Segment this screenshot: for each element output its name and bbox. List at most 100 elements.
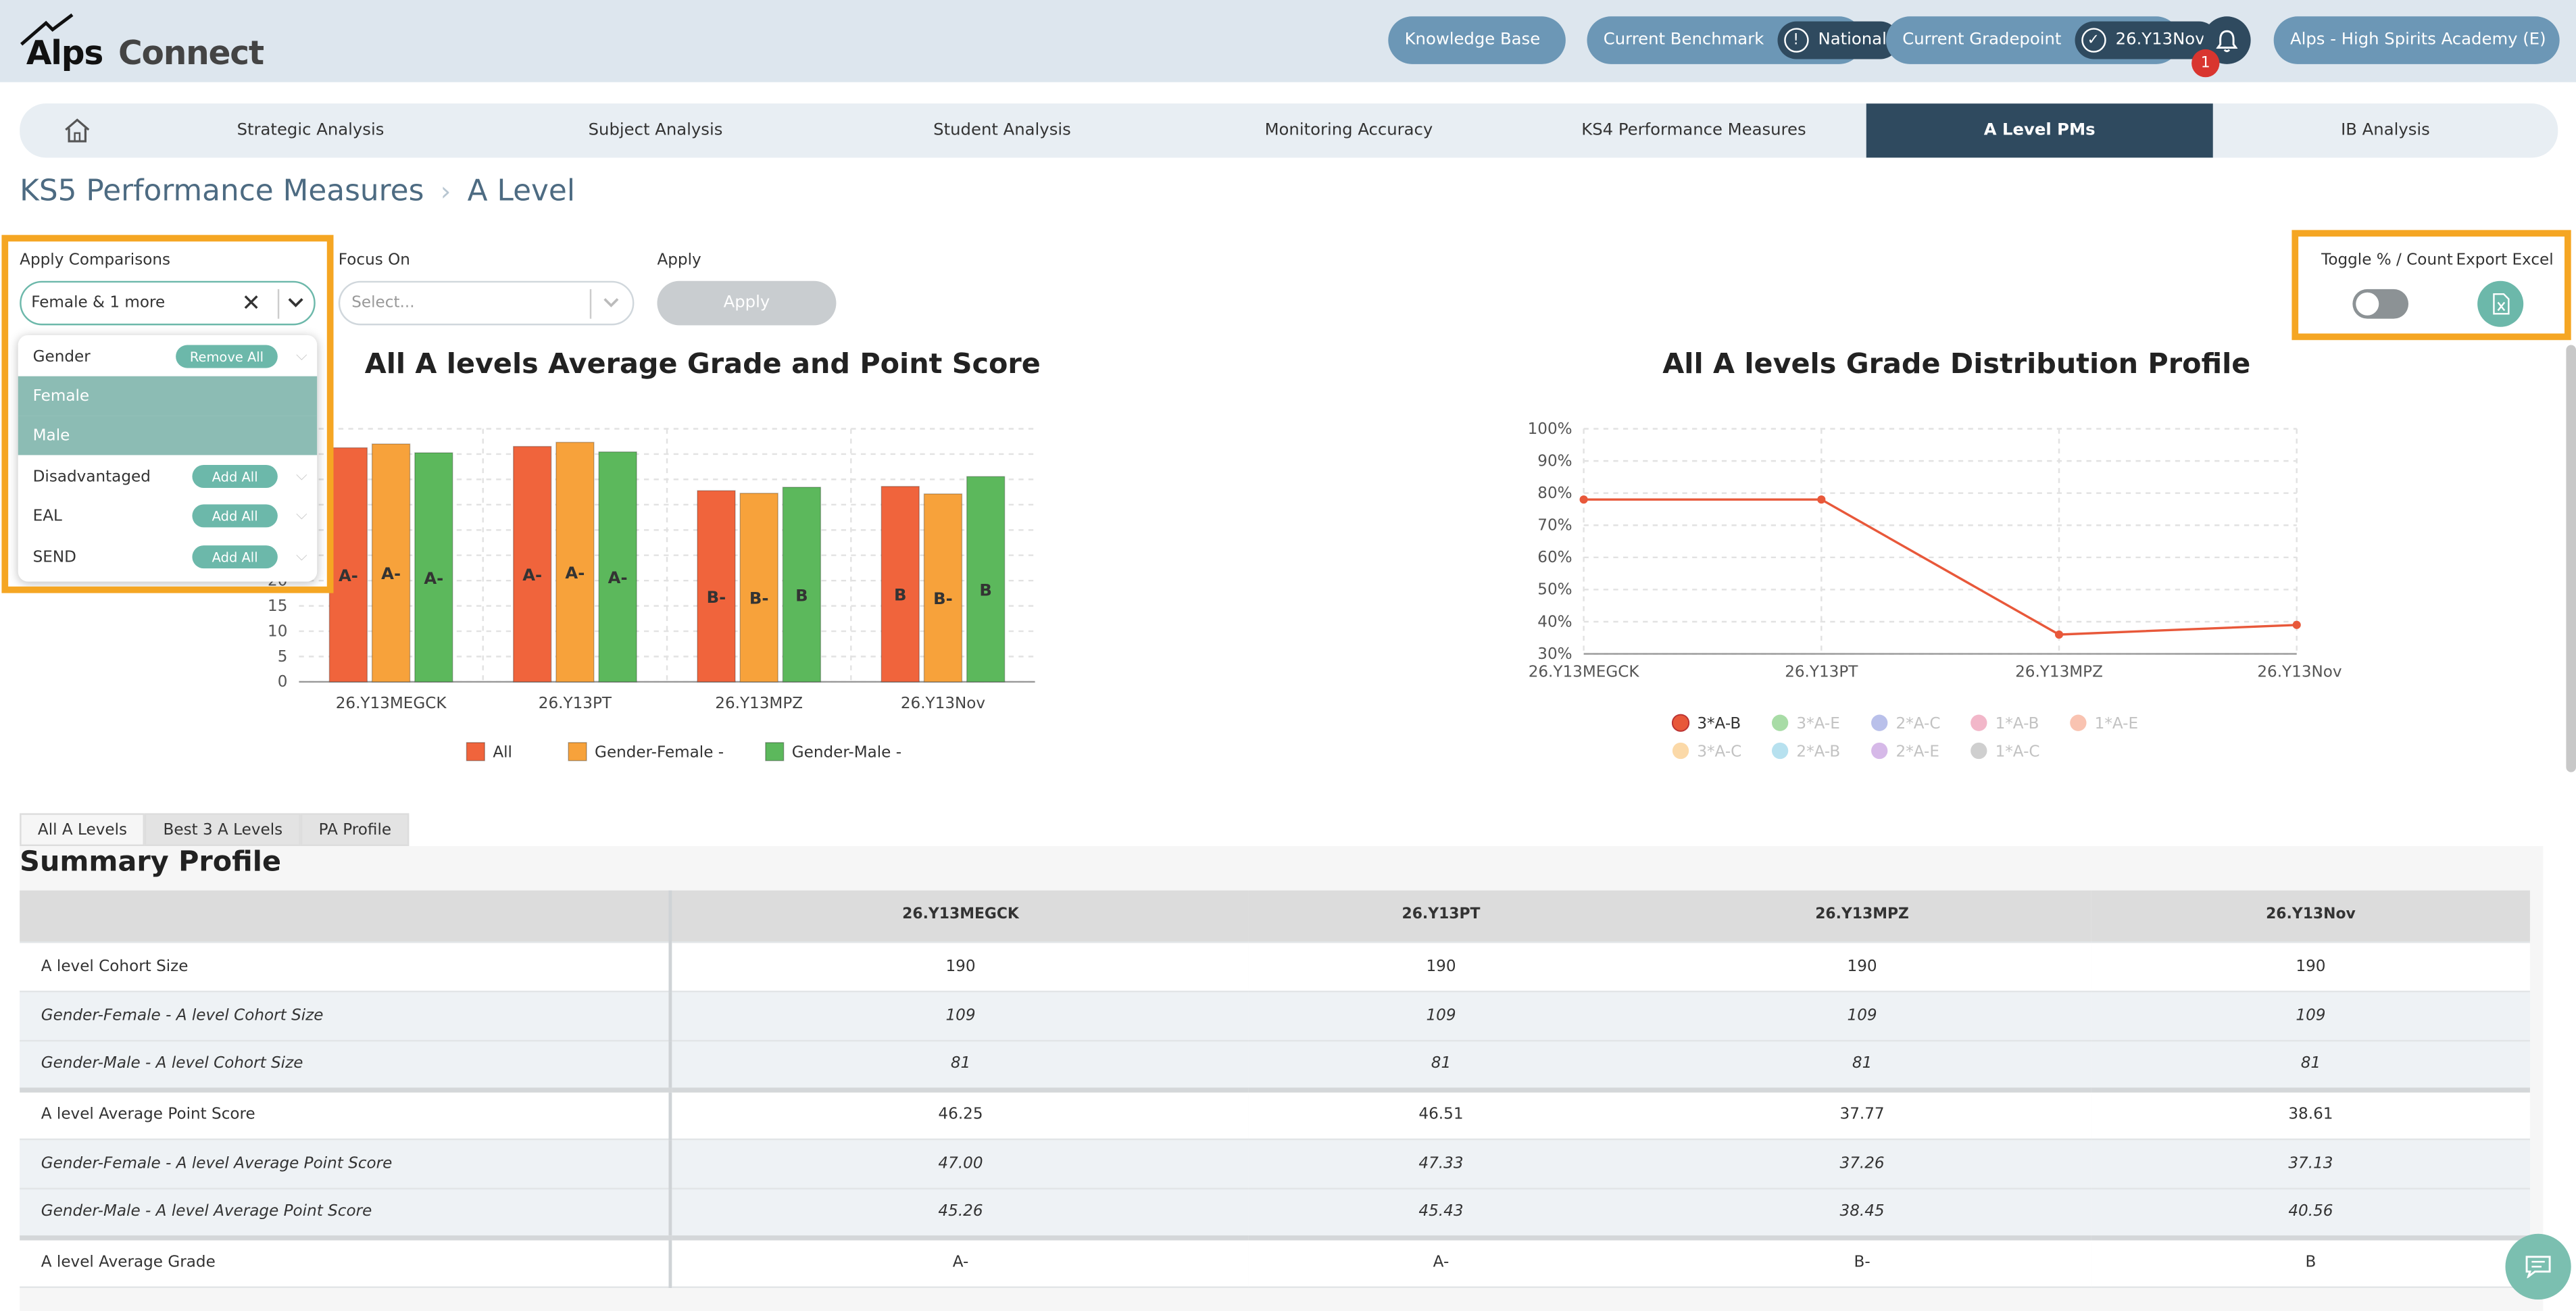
y-tick-label: 50%	[1537, 581, 1572, 599]
current-gradepoint-selector[interactable]: Current Gradepoint ✓ 26.Y13Nov	[1885, 16, 2219, 64]
y-tick-label: 100%	[1528, 420, 1572, 438]
table-cell: 109	[1249, 990, 1633, 1041]
add-all-button[interactable]: Add All	[192, 545, 278, 569]
table-cell: 109	[1633, 990, 2091, 1041]
export-excel-button[interactable]	[2477, 280, 2524, 327]
breadcrumb-parent[interactable]: KS5 Performance Measures	[20, 174, 424, 209]
nav-subject-analysis[interactable]: Subject Analysis	[588, 121, 723, 140]
y-tick-label: 0	[278, 673, 288, 691]
bar	[923, 493, 963, 683]
bar	[966, 476, 1006, 683]
legend-label: 1*A-E	[2095, 715, 2138, 733]
table-cell: 81	[1249, 1039, 1633, 1091]
clear-x-icon[interactable]: ✕	[241, 290, 261, 316]
apply-comparisons-select[interactable]: Female & 1 more ✕	[20, 280, 316, 326]
gradepoint-value-chip[interactable]: ✓ 26.Y13Nov	[2074, 21, 2219, 59]
bar-data-label: B-	[749, 589, 769, 608]
bar-data-label: A-	[339, 566, 358, 585]
current-benchmark-selector[interactable]: Current Benchmark ! National	[1587, 16, 1900, 64]
x-tick-label: 26.Y13Nov	[2257, 664, 2342, 681]
remove-all-button[interactable]: Remove All	[176, 345, 278, 368]
toggle-knob	[2356, 292, 2379, 316]
table-cell: 81	[1633, 1039, 2091, 1091]
focus-on-select[interactable]: Select...	[338, 280, 635, 326]
benchmark-value-chip[interactable]: ! National	[1777, 21, 1900, 59]
dropdown-group-send[interactable]: SEND Add All ⌵	[18, 537, 317, 576]
chat-support-button[interactable]	[2505, 1233, 2571, 1300]
dropdown-group-eal[interactable]: EAL Add All ⌵	[18, 496, 317, 535]
legend-marker	[1672, 742, 1689, 760]
bar-data-label: B	[979, 580, 992, 599]
chevron-down-icon: ⌵	[296, 548, 307, 566]
dropdown-group-disadvantaged[interactable]: Disadvantaged Add All ⌵	[18, 457, 317, 496]
table-cell: 81	[2091, 1039, 2530, 1091]
data-point	[1579, 495, 1588, 504]
y-tick-label: 40%	[1537, 613, 1572, 630]
notification-count-badge: 1	[2191, 49, 2220, 78]
tab-pa-profile[interactable]: PA Profile	[300, 813, 410, 847]
table-column-header[interactable]: 26.Y13Nov	[2091, 890, 2530, 943]
percent-count-toggle[interactable]	[2352, 289, 2409, 319]
legend-marker	[1771, 714, 1789, 731]
legend-label: 2*A-B	[1796, 743, 1840, 761]
bar-chart-title: All A levels Average Grade and Point Sco…	[364, 348, 1041, 382]
chevron-down-icon: ⌵	[296, 468, 307, 485]
dropdown-option-female[interactable]: Female	[18, 376, 318, 416]
benchmark-value: National	[1818, 31, 1887, 49]
summary-profile-title: Summary Profile	[20, 846, 281, 879]
alps-connect-logo[interactable]: Alps Connect	[20, 13, 264, 72]
table-column-header[interactable]: 26.Y13MPZ	[1633, 890, 2091, 943]
add-all-button[interactable]: Add All	[192, 504, 278, 528]
tab-best-3-a-levels[interactable]: Best 3 A Levels	[145, 813, 301, 847]
table-cell: 190	[670, 941, 1249, 992]
tab-all-a-levels[interactable]: All A Levels	[20, 813, 145, 847]
dropdown-option-male[interactable]: Male	[18, 416, 318, 455]
home-nav-button[interactable]	[20, 103, 134, 157]
x-tick-label: 26.Y13PT	[539, 695, 612, 712]
knowledge-base-label: Knowledge Base	[1404, 31, 1541, 49]
bar-data-label: B-	[933, 589, 953, 608]
benchmark-label: Current Benchmark	[1603, 31, 1764, 49]
group-label: Gender	[32, 347, 91, 366]
x-tick-label: 26.Y13PT	[1785, 664, 1858, 681]
nav-monitoring-accuracy[interactable]: Monitoring Accuracy	[1264, 121, 1433, 140]
table-cell: 190	[1249, 941, 1633, 992]
nav-ks4-performance-measures[interactable]: KS4 Performance Measures	[1581, 121, 1806, 140]
row-label: Gender-Female - A level Average Point Sc…	[20, 1138, 672, 1189]
dropdown-group-gender[interactable]: Gender Remove All ⌵	[18, 337, 317, 376]
table-column-header[interactable]: 26.Y13MEGCK	[670, 890, 1249, 943]
add-all-button[interactable]: Add All	[192, 465, 278, 489]
breadcrumb: KS5 Performance Measures › A Level	[20, 174, 575, 209]
legend-label: 1*A-C	[1996, 743, 2040, 761]
table-row: Gender-Male - A level Cohort Size 81 81 …	[20, 1039, 2530, 1091]
breadcrumb-chevron-icon: ›	[440, 176, 451, 207]
x-tick-label: 26.Y13MPZ	[2015, 664, 2103, 681]
table-cell: 40.56	[2091, 1187, 2530, 1238]
page-scrollbar[interactable]	[2566, 345, 2576, 772]
nav-strategic-analysis[interactable]: Strategic Analysis	[237, 121, 385, 140]
focus-on-placeholder: Select...	[351, 294, 415, 312]
apply-button[interactable]: Apply	[657, 280, 837, 326]
chevron-down-icon[interactable]	[287, 297, 303, 309]
nav-ib-analysis[interactable]: IB Analysis	[2341, 121, 2430, 140]
notifications-button[interactable]	[2203, 16, 2251, 64]
bar	[328, 447, 368, 683]
knowledge-base-button[interactable]: Knowledge Base	[1388, 16, 1566, 64]
select-divider	[589, 289, 592, 319]
table-column-header[interactable]: 26.Y13PT	[1249, 890, 1633, 943]
school-selector[interactable]: Alps - High Spirits Academy (E)	[2273, 16, 2560, 64]
nav-student-analysis[interactable]: Student Analysis	[933, 121, 1071, 140]
table-cell: 37.26	[1633, 1138, 2091, 1189]
bar	[697, 490, 736, 683]
logo-mountain-icon	[20, 13, 74, 46]
chevron-down-icon[interactable]	[603, 297, 619, 309]
home-icon	[65, 118, 90, 143]
summary-tabs: All A Levels Best 3 A Levels PA Profile	[20, 813, 410, 847]
nav-a-level-pms[interactable]: A Level PMs	[1866, 103, 2213, 158]
chevron-down-icon: ⌵	[296, 508, 307, 524]
line-chart: 30% 40% 50% 60% 70% 80% 90% 100% 26.Y13MEGCK 26.Y…	[1528, 420, 2342, 761]
bar-data-label: B	[795, 585, 808, 605]
table-header-blank	[20, 890, 672, 943]
check-circle-icon: ✓	[2081, 28, 2106, 53]
data-point	[2054, 630, 2064, 639]
